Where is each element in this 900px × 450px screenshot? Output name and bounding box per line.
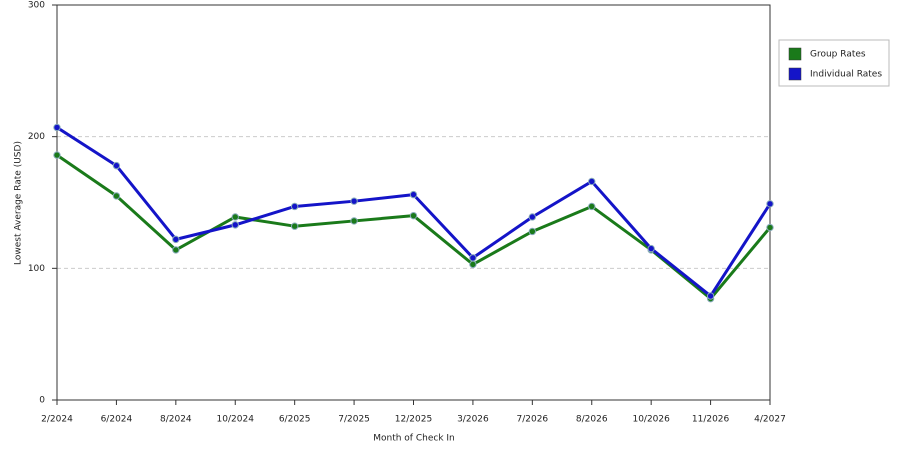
point — [706, 292, 715, 300]
point — [112, 192, 121, 200]
point — [469, 260, 477, 269]
y-tick-label: 100 — [28, 264, 45, 274]
legend-label: Individual Rates — [810, 70, 882, 80]
point — [290, 202, 299, 211]
x-tick-label: 2/2024 — [41, 415, 73, 425]
x-tick-label: 4/2027 — [754, 415, 786, 425]
point — [766, 200, 774, 208]
point — [350, 217, 358, 225]
y-tick-label: 0 — [39, 396, 45, 406]
point — [469, 254, 477, 262]
point — [350, 197, 358, 205]
point — [588, 177, 596, 186]
point — [409, 190, 418, 199]
x-tick-label: 12/2025 — [395, 415, 432, 425]
x-tick-label: 7/2025 — [338, 415, 370, 425]
point — [53, 151, 61, 159]
legend-label: Group Rates — [810, 50, 866, 60]
point — [172, 235, 180, 244]
x-tick-label: 6/2025 — [279, 415, 311, 425]
x-tick-label: 11/2026 — [692, 415, 730, 425]
y-axis-label: Lowest Average Rate (USD) — [14, 141, 24, 265]
point — [528, 213, 537, 221]
x-tick-label: 3/2026 — [457, 415, 489, 425]
legend-swatch — [788, 67, 802, 81]
point — [231, 213, 239, 221]
point — [588, 202, 596, 211]
point — [766, 223, 774, 232]
x-tick-label: 8/2026 — [576, 415, 608, 425]
plot-frame — [56, 4, 771, 401]
point — [53, 123, 61, 132]
x-tick-label: 10/2024 — [217, 415, 255, 425]
x-axis-label: Month of Check In — [373, 434, 455, 444]
point — [647, 244, 655, 253]
point — [112, 161, 121, 170]
point — [172, 246, 180, 254]
x-tick-label: 10/2026 — [632, 415, 670, 425]
series-line — [56, 126, 772, 298]
x-tick-label: 6/2024 — [101, 415, 133, 425]
y-tick-label: 300 — [28, 1, 45, 11]
point — [409, 211, 418, 220]
x-tick-label: 7/2026 — [516, 415, 548, 425]
y-tick-label: 200 — [28, 132, 45, 142]
x-tick-label: 8/2024 — [160, 415, 192, 425]
point — [528, 227, 537, 236]
point — [290, 222, 299, 230]
point — [231, 221, 239, 229]
legend-swatch — [788, 47, 802, 61]
